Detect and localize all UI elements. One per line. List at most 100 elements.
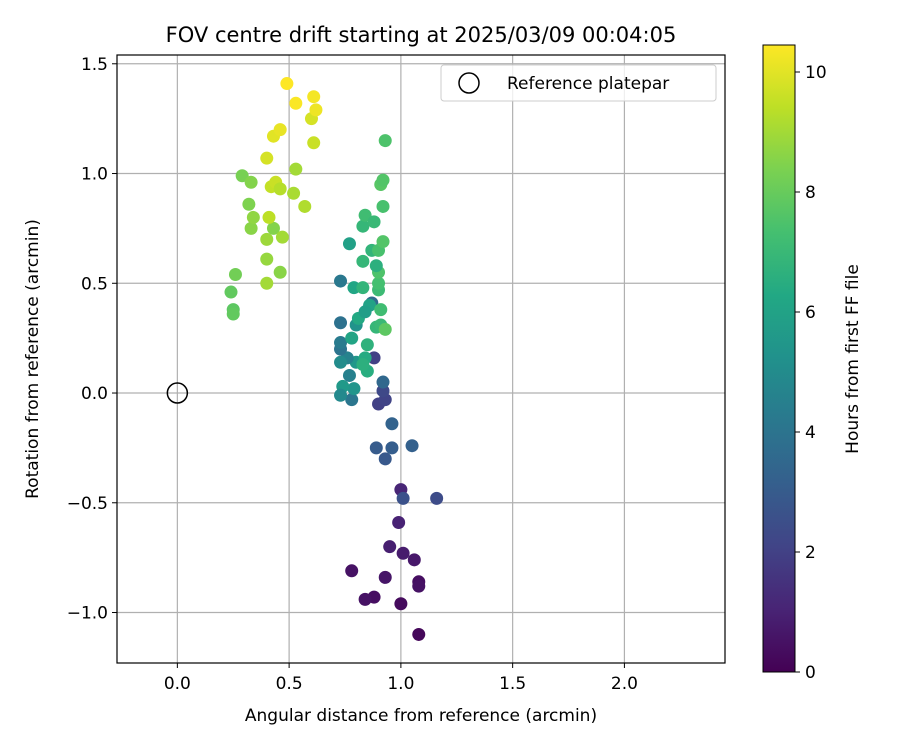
scatter-point (412, 627, 426, 641)
scatter-point (246, 210, 260, 224)
scatter-point (273, 265, 287, 279)
scatter-point (260, 151, 274, 165)
scatter-point (356, 219, 370, 233)
scatter-point (376, 235, 390, 249)
scatter-point (358, 305, 372, 319)
y-tick-label: 1.5 (81, 55, 108, 75)
scatter-point (224, 285, 238, 299)
scatter-point (244, 221, 258, 235)
legend: Reference platepar (440, 64, 717, 102)
x-tick-label: 2.0 (611, 674, 638, 694)
scatter-point (405, 439, 419, 453)
scatter-point (334, 336, 348, 350)
colorbar (762, 44, 796, 673)
legend-marker-reference (458, 72, 480, 94)
y-tick-label: −0.5 (67, 494, 108, 514)
scatter-point (385, 417, 399, 431)
colorbar-tick-label: 8 (805, 183, 816, 203)
scatter-point (407, 553, 421, 567)
scatter-point (307, 136, 321, 150)
scatter-point (280, 77, 294, 91)
scatter-point (273, 182, 287, 196)
y-tick-label: 0.5 (81, 274, 108, 294)
scatter-point (378, 134, 392, 148)
scatter-point (356, 254, 370, 268)
scatter-point (369, 259, 383, 273)
x-tick-label: 0.5 (276, 674, 303, 694)
scatter-point (358, 592, 372, 606)
scatter-point (347, 281, 361, 295)
scatter-point (275, 230, 289, 244)
scatter-point (226, 307, 240, 321)
scatter-point (383, 540, 397, 554)
scatter-point (289, 162, 303, 176)
scatter-point (360, 338, 374, 352)
scatter-point (244, 175, 258, 189)
grid-lines (117, 55, 725, 663)
scatter-point (334, 316, 348, 330)
scatter-point (378, 322, 392, 336)
scatter-point (430, 491, 444, 505)
plot-frame (116, 54, 726, 664)
scatter-point (334, 274, 348, 288)
scatter-point (342, 237, 356, 251)
scatter-point (342, 368, 356, 382)
chart-title: FOV centre drift starting at 2025/03/09 … (166, 23, 677, 47)
scatter-point (260, 252, 274, 266)
scatter-point (358, 208, 372, 222)
scatter-point (367, 351, 381, 365)
scatter-point (273, 123, 287, 137)
scatter-point (378, 570, 392, 584)
colorbar-tick-label: 0 (805, 663, 816, 683)
x-tick-label: 1.0 (387, 674, 414, 694)
scatter-point (396, 546, 410, 560)
scatter-point (374, 303, 388, 317)
y-axis-label: Rotation from reference (arcmin) (23, 219, 43, 499)
scatter-point (334, 355, 348, 369)
scatter-point (394, 597, 408, 611)
scatter-point (367, 215, 381, 229)
colorbar-label: Hours from first FF file (843, 264, 863, 454)
scatter-point (307, 90, 321, 104)
y-tick-label: −1.0 (67, 604, 108, 624)
y-tick-label: 1.0 (81, 165, 108, 185)
scatter-point (260, 232, 274, 246)
scatter-point (378, 452, 392, 466)
legend-label-reference: Reference platepar (507, 74, 669, 94)
scatter-point (228, 267, 242, 281)
scatter-point (262, 210, 276, 224)
scatter-point (298, 199, 312, 213)
scatter-point (345, 331, 359, 345)
y-axis-ticks: −1.0 −0.5 0.0 0.5 1.0 1.5 (67, 55, 117, 624)
colorbar-tick-label: 6 (805, 303, 816, 323)
scatter-points (166, 77, 444, 641)
scatter-point (376, 375, 390, 389)
x-tick-label: 0.0 (164, 674, 191, 694)
scatter-point (345, 393, 359, 407)
scatter-point (412, 579, 426, 593)
scatter-point (287, 186, 301, 200)
scatter-point (242, 197, 256, 211)
scatter-point (385, 441, 399, 455)
reference-platepar-marker (166, 382, 189, 404)
scatter-point (289, 96, 303, 110)
scatter-point (347, 382, 361, 396)
scatter-point (372, 276, 386, 290)
colorbar-ticks: 0 2 4 6 8 10 (795, 63, 827, 683)
x-axis-ticks: 0.0 0.5 1.0 1.5 2.0 (164, 663, 638, 694)
scatter-point (356, 357, 370, 371)
scatter-point (392, 516, 406, 530)
scatter-point (376, 173, 390, 187)
scatter-point (356, 281, 370, 295)
colorbar-tick-label: 10 (805, 63, 827, 83)
y-tick-label: 0.0 (81, 384, 108, 404)
x-tick-label: 1.5 (499, 674, 526, 694)
scatter-point (369, 441, 383, 455)
scatter-point (345, 564, 359, 578)
scatter-point (376, 199, 390, 213)
scatter-point (334, 388, 348, 402)
scatter-point (309, 103, 323, 117)
scatter-point (260, 276, 274, 290)
legend-box (440, 64, 717, 102)
